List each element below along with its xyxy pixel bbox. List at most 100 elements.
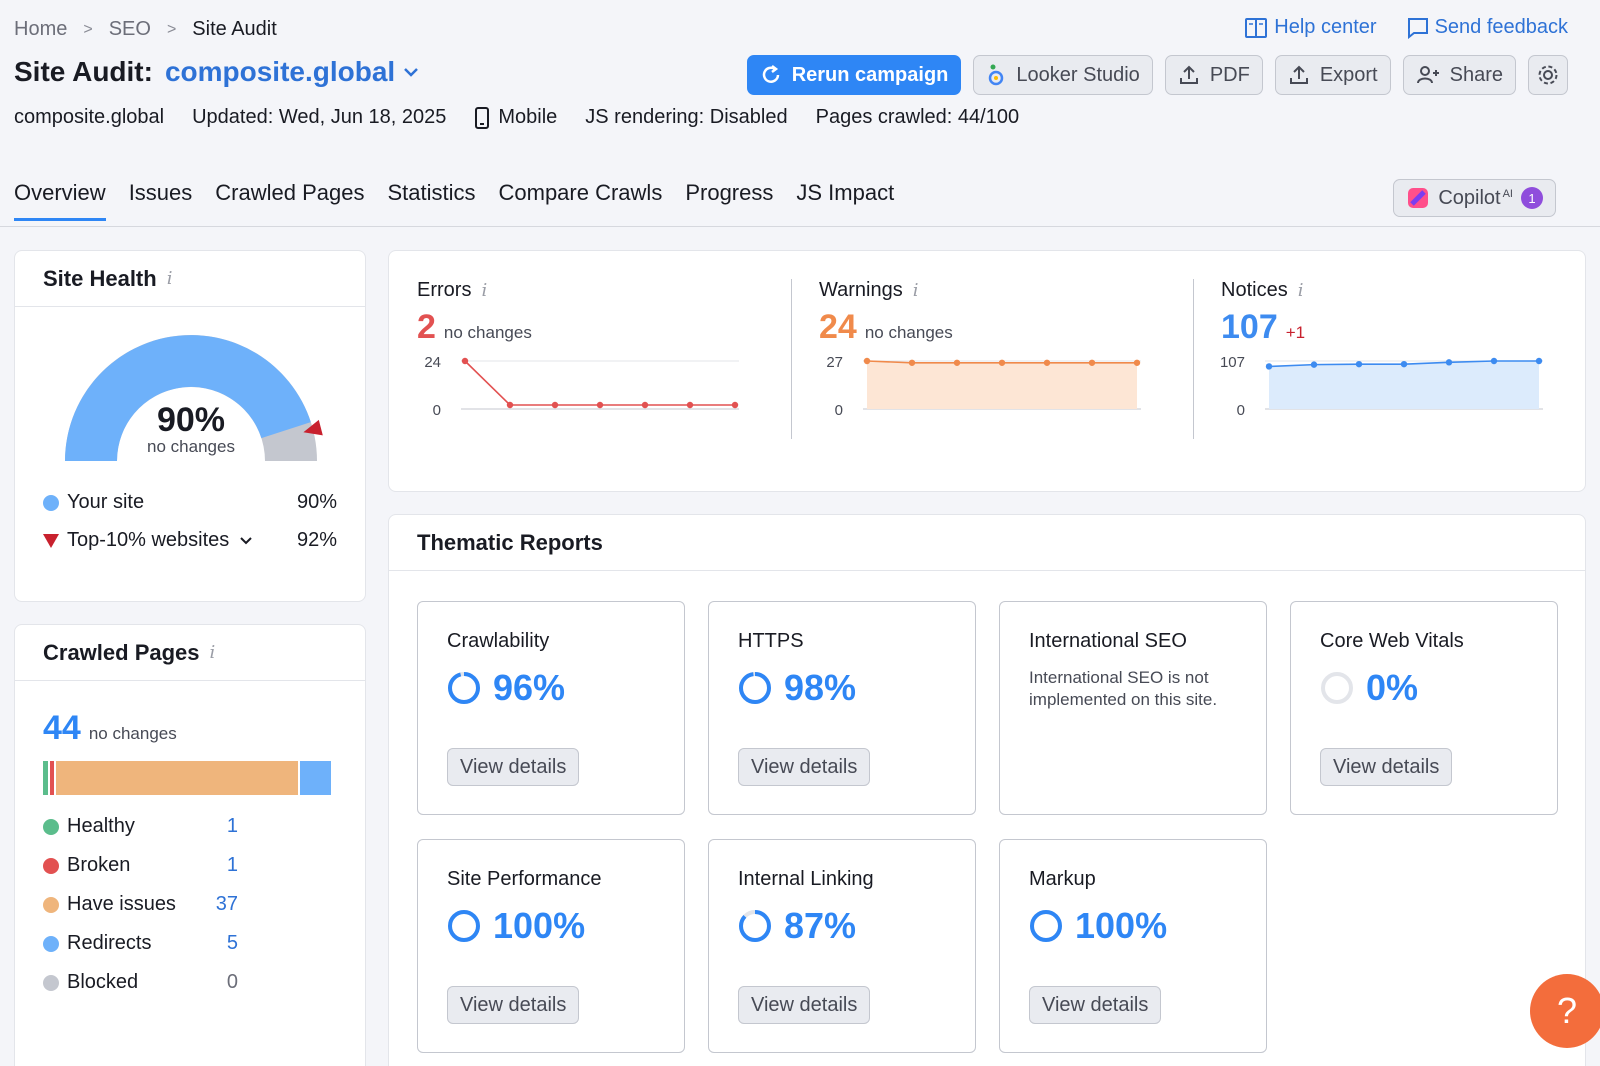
site-health-gauge <box>65 335 323 461</box>
breadcrumb-home[interactable]: Home <box>14 18 68 40</box>
help-center-link[interactable]: Help center <box>1244 16 1377 39</box>
ring-fill <box>1030 910 1062 942</box>
sparkline-point[interactable] <box>1310 361 1318 368</box>
thematic-reports-header: Thematic Reports <box>389 515 1585 571</box>
crawled-row-have-issues[interactable]: Have issues 37 <box>43 893 238 916</box>
crawled-row-healthy[interactable]: Healthy 1 <box>43 815 238 838</box>
sparkline-point[interactable] <box>461 357 469 365</box>
looker-studio-icon <box>989 64 1004 86</box>
copilot-button[interactable]: Copilot AI 1 <box>1393 179 1556 217</box>
sparkline-point[interactable] <box>1133 359 1141 366</box>
sparkline-point[interactable] <box>641 401 649 409</box>
errors-metric: Errors i 2 no changes 24 0 <box>417 279 787 434</box>
sparkline-point[interactable] <box>1400 360 1408 368</box>
audit-meta: composite.global Updated: Wed, Jun 18, 2… <box>14 106 1019 129</box>
row-count: 1 <box>226 815 238 837</box>
view-details-button[interactable]: View details <box>738 748 871 786</box>
view-details-button[interactable]: View details <box>447 748 580 786</box>
tab-overview[interactable]: Overview <box>14 180 106 221</box>
sparkline-point[interactable] <box>953 359 961 366</box>
sparkline-point[interactable] <box>551 401 559 409</box>
rerun-campaign-button[interactable]: Rerun campaign <box>746 55 962 95</box>
sparkline-point[interactable] <box>1265 363 1273 370</box>
tab-crawled-pages[interactable]: Crawled Pages <box>215 180 365 205</box>
y-min-label: 0 <box>835 402 843 419</box>
export-button[interactable]: Export <box>1274 55 1391 95</box>
sparkline-point[interactable] <box>1445 359 1453 366</box>
breadcrumb-site-audit: Site Audit <box>192 18 277 40</box>
meta-updated: Updated: Wed, Jun 18, 2025 <box>192 106 447 128</box>
tile-value: 96% <box>493 667 566 708</box>
site-health-title: Site Health <box>43 265 157 291</box>
notices-value[interactable]: 107 <box>1221 308 1278 346</box>
info-icon[interactable]: i <box>166 268 173 289</box>
sparkline-point[interactable] <box>1535 357 1543 365</box>
progress-ring-icon <box>739 672 771 704</box>
sparkline-area <box>867 361 1137 409</box>
crawled-pages-card: Crawled Pages i 44 no changes Healthy 1 … <box>14 624 366 1066</box>
row-count: 1 <box>226 854 238 876</box>
page-title-prefix: Site Audit: <box>14 56 153 87</box>
view-details-button[interactable]: View details <box>1320 748 1453 786</box>
sparkline-point[interactable] <box>908 359 916 366</box>
tab-progress[interactable]: Progress <box>685 180 774 205</box>
crawled-row-broken[interactable]: Broken 1 <box>43 854 238 877</box>
domain-selector[interactable]: composite.global <box>165 56 419 88</box>
row-label: Healthy <box>67 815 135 837</box>
sparkline-point[interactable] <box>731 401 739 409</box>
tab-bar: Overview Issues Crawled Pages Statistics… <box>14 180 894 221</box>
pdf-button[interactable]: PDF <box>1164 55 1263 95</box>
sparkline-point[interactable] <box>506 401 514 409</box>
info-icon[interactable]: i <box>481 280 488 301</box>
tile-title: Internal Linking <box>738 868 874 890</box>
errors-value[interactable]: 2 <box>417 308 436 346</box>
tab-compare-crawls[interactable]: Compare Crawls <box>498 180 663 205</box>
status-dot <box>43 974 59 991</box>
settings-button[interactable] <box>1528 55 1568 95</box>
sparkline-point[interactable] <box>1490 357 1498 365</box>
sparkline-point[interactable] <box>863 357 871 365</box>
tab-statistics[interactable]: Statistics <box>387 180 476 205</box>
bar-segment <box>300 761 333 795</box>
view-details-button[interactable]: View details <box>447 986 580 1024</box>
info-icon[interactable]: i <box>912 280 919 301</box>
domain-selector-label: composite.global <box>164 56 396 87</box>
thematic-reports-title: Thematic Reports <box>417 529 603 555</box>
send-feedback-link[interactable]: Send feedback <box>1407 16 1568 39</box>
tab-js-impact[interactable]: JS Impact <box>796 180 895 205</box>
sparkline-point[interactable] <box>1088 359 1096 366</box>
notices-change: +1 <box>1285 323 1306 342</box>
share-button[interactable]: Share <box>1402 55 1516 95</box>
status-dot <box>43 857 59 874</box>
help-center-label: Help center <box>1274 16 1377 38</box>
breadcrumb-seo[interactable]: SEO <box>108 18 151 40</box>
progress-ring-icon <box>1321 672 1353 704</box>
help-chat-button[interactable]: ? <box>1530 974 1600 1048</box>
chevron-right-icon: > <box>83 20 93 38</box>
warnings-sparkline: 27 0 <box>826 354 1141 419</box>
warnings-metric: Warnings i 24 no changes 27 0 <box>819 279 1189 434</box>
view-details-button[interactable]: View details <box>1029 986 1162 1024</box>
crawled-row-redirects[interactable]: Redirects 5 <box>43 932 238 955</box>
sparkline-point[interactable] <box>1355 360 1363 368</box>
crawled-pages-header: Crawled Pages i <box>15 625 365 681</box>
copilot-ai-sup: AI <box>1502 188 1513 200</box>
warnings-value[interactable]: 24 <box>819 308 857 346</box>
legend-value: 90% <box>296 491 337 513</box>
info-icon[interactable]: i <box>209 642 216 663</box>
y-max-label: 27 <box>826 357 843 371</box>
view-details-button[interactable]: View details <box>738 986 871 1024</box>
legend-top10[interactable]: Top-10% websites 92% <box>43 529 337 552</box>
looker-studio-button[interactable]: Looker Studio <box>973 55 1153 95</box>
y-min-label: 0 <box>1237 402 1245 419</box>
status-dot <box>43 818 59 835</box>
sparkline-point[interactable] <box>998 359 1006 366</box>
sparkline-point[interactable] <box>596 401 604 409</box>
notices-metric: Notices i 107 +1 107 0 <box>1220 279 1591 434</box>
tab-issues[interactable]: Issues <box>128 180 193 205</box>
sparkline-point[interactable] <box>686 401 694 409</box>
sparkline-point[interactable] <box>1043 359 1051 366</box>
crawled-pages-total[interactable]: 44 <box>43 709 81 747</box>
info-icon[interactable]: i <box>1297 280 1304 301</box>
tabs-divider <box>0 226 1600 227</box>
